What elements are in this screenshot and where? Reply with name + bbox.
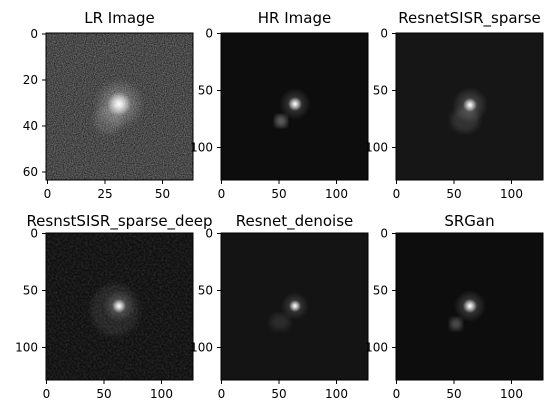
y-tick-label: 100 [365,341,388,355]
x-axis-srgan: 0 50 100 [393,380,523,401]
y-tick-label: 0 [380,27,388,41]
x-axis-deep: 0 50 100 [43,380,173,401]
y-tick-label: 50 [23,284,38,298]
y-axis-denoise: 0 50 100 [190,227,221,355]
x-tick-label: 50 [446,387,461,401]
y-axis-srgan: 0 50 100 [365,227,396,355]
x-tick-label: 0 [44,187,52,201]
x-axis-hr: 0 50 100 [218,180,348,201]
x-tick-label: 100 [500,187,523,201]
x-tick-label: 50 [96,387,111,401]
y-tick-label: 50 [373,84,388,98]
y-axis-deep: 0 50 100 [15,227,46,355]
x-tick-label: 100 [325,387,348,401]
y-axis-lr: 0 20 40 60 [23,27,46,179]
y-tick-label: 50 [373,284,388,298]
x-axis-sparse: 0 50 100 [393,180,523,201]
y-tick-label: 100 [15,341,38,355]
image-hr [220,32,369,181]
x-tick-label: 0 [393,387,401,401]
image-lr [45,32,194,181]
y-tick-label: 50 [198,84,213,98]
y-axis-hr: 0 50 100 [190,27,221,155]
x-tick-label: 50 [155,187,170,201]
image-srgan [395,232,544,381]
x-tick-label: 100 [325,187,348,201]
image-denoise [220,232,369,381]
y-tick-label: 20 [23,73,38,87]
x-tick-label: 0 [218,187,226,201]
panel-title-sparse: ResnetSISR_sparse [398,9,541,28]
y-tick-label: 60 [23,165,38,179]
x-tick-label: 50 [271,387,286,401]
panel-title-deep: ResnstSISR_sparse_deep [26,212,212,231]
x-axis-lr: 0 25 50 [44,180,170,201]
y-tick-label: 0 [30,227,38,241]
x-tick-label: 100 [150,387,173,401]
x-tick-label: 25 [97,187,112,201]
y-tick-label: 100 [190,341,213,355]
panel-title-srgan: SRGan [444,212,494,230]
x-tick-label: 50 [446,187,461,201]
panel-title-hr: HR Image [258,9,331,27]
image-deep [45,232,194,381]
panel-title-denoise: Resnet_denoise [236,212,354,231]
x-tick-label: 0 [218,387,226,401]
x-tick-label: 0 [43,387,51,401]
y-tick-label: 50 [198,284,213,298]
y-tick-label: 0 [380,227,388,241]
x-axis-denoise: 0 50 100 [218,380,348,401]
y-tick-label: 100 [190,141,213,155]
y-axis-sparse: 0 50 100 [365,27,396,155]
x-tick-label: 0 [393,187,401,201]
y-tick-label: 100 [365,141,388,155]
y-tick-label: 0 [205,227,213,241]
y-tick-label: 0 [205,27,213,41]
x-tick-label: 50 [271,187,286,201]
y-tick-label: 40 [23,119,38,133]
image-sparse [395,32,544,181]
panel-title-lr: LR Image [84,9,155,27]
x-tick-label: 100 [500,387,523,401]
y-tick-label: 0 [30,27,38,41]
